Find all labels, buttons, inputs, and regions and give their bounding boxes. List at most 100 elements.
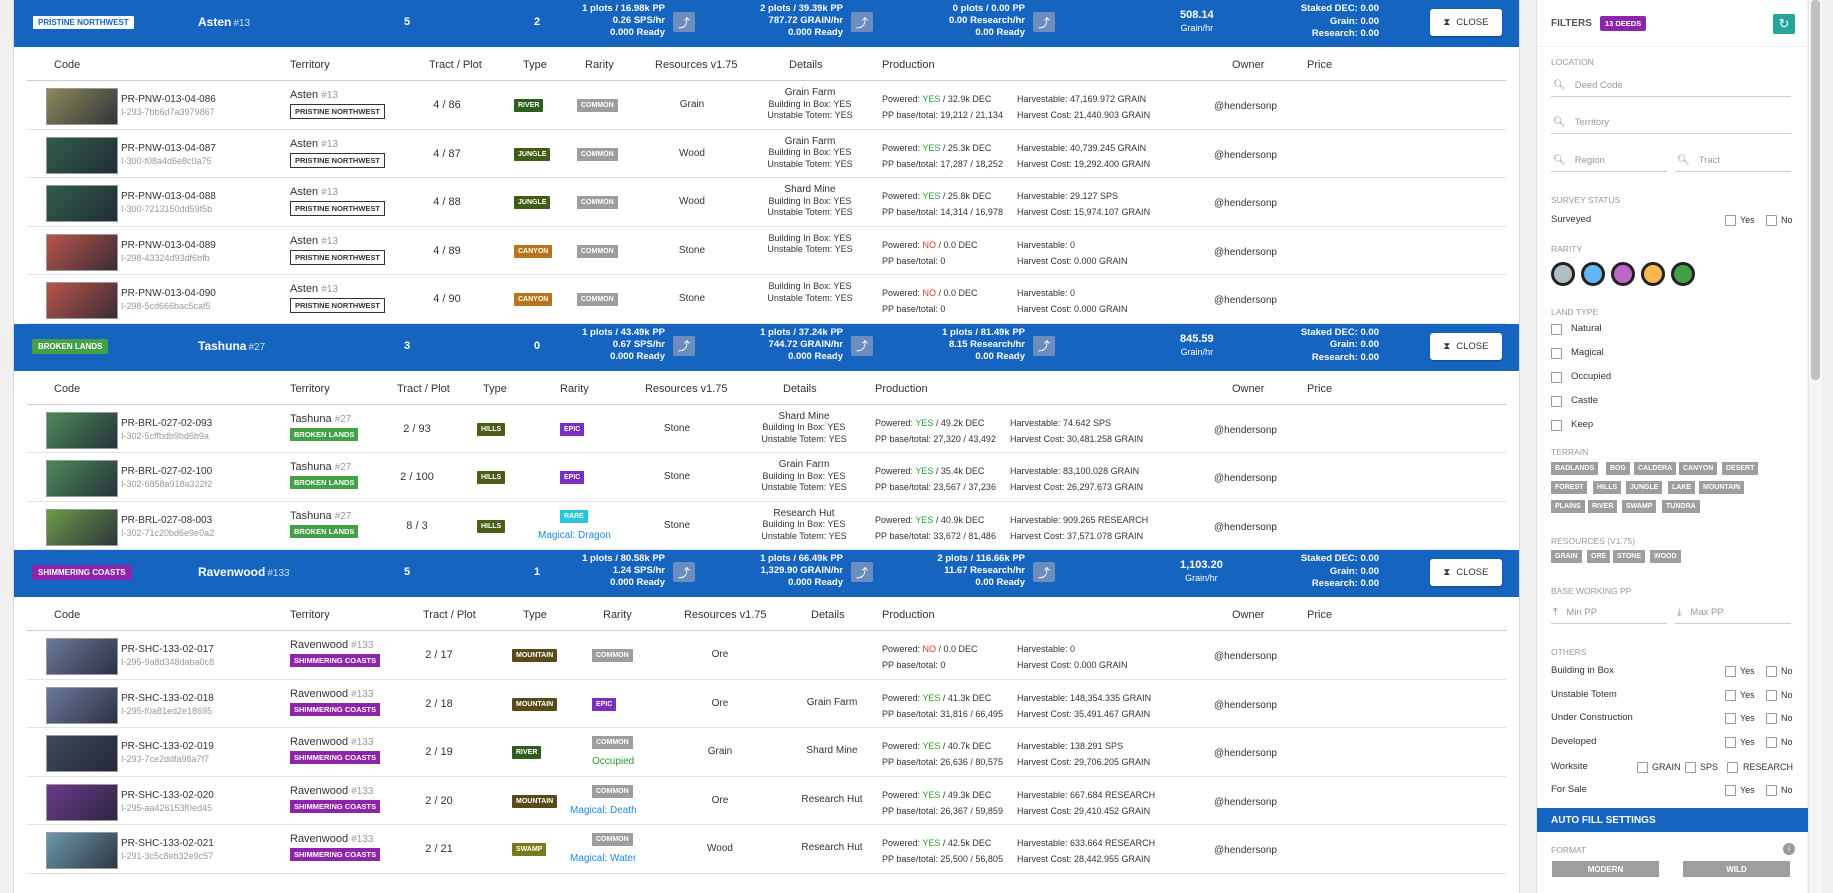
scrollbar-thumb[interactable] [1811, 0, 1820, 380]
table-row[interactable]: PR-PNW-013-04-090 I-298-5cd666bac5caf5 Ast… [27, 275, 1506, 324]
owner[interactable]: @hendersonp [1214, 651, 1277, 662]
terrain-filter-tag[interactable]: RIVER [1588, 500, 1618, 513]
surveyed-no-checkbox[interactable] [1766, 215, 1777, 226]
format-wild-button[interactable]: WILD [1683, 861, 1790, 877]
table-row[interactable]: PR-PNW-013-04-089 I-298-43324d93df6bfb Ast… [27, 227, 1506, 275]
table-row[interactable]: PR-BRL-027-08-003 I-302-71c20bd6e9e0a2 Tas… [27, 502, 1506, 550]
terrain-filter-tag[interactable]: CANYON [1679, 462, 1718, 475]
auto-fill-settings-header[interactable]: AUTO FILL SETTINGS [1537, 808, 1808, 832]
resource-filter-tag[interactable]: GRAIN [1551, 550, 1582, 563]
max-pp-input[interactable]: ⤓ Max PP [1675, 602, 1791, 624]
table-row[interactable]: PR-SHC-133-02-020 I-295-aa426153f0ed45 Rav… [27, 777, 1506, 825]
powered-value: 32.9k DEC [947, 94, 992, 104]
table-row[interactable]: PR-SHC-133-02-018 I-295-f0a81ed2e18695 Rav… [27, 680, 1506, 728]
worksite-checkbox[interactable] [1685, 762, 1696, 773]
territory-text: Asten [290, 234, 319, 247]
deed-code-input[interactable]: 🔍︎ Deed Code [1551, 75, 1791, 97]
other-no-checkbox[interactable] [1766, 736, 1777, 748]
table-row[interactable]: PR-PNW-013-04-088 I-300-7213150dd59f5b Ast… [27, 178, 1506, 227]
surveyed-yes-checkbox[interactable] [1725, 215, 1736, 226]
harvest-arrow-icon[interactable]: ⤴ [1033, 562, 1055, 582]
close-button[interactable]: ⧗ CLOSE [1430, 332, 1502, 360]
harvest-arrow-icon[interactable]: ⤴ [851, 12, 873, 32]
table-row[interactable]: PR-PNW-013-04-086 I-293-7bb6d7a3979867 Ast… [27, 81, 1506, 130]
owner[interactable]: @hendersonp [1214, 198, 1277, 209]
scrollbar[interactable] [1808, 0, 1822, 893]
hourglass-icon: ⧗ [1443, 567, 1451, 578]
table-row[interactable]: PR-SHC-133-02-021 I-291-3c5c8eb32e9c57 Rav… [27, 825, 1506, 874]
harvest-arrow-icon[interactable]: ⤴ [851, 335, 873, 356]
tract-input[interactable]: 🔍︎ Tract [1675, 150, 1791, 172]
terrain-filter-tag[interactable]: DESERT [1722, 462, 1759, 475]
table-row[interactable]: PR-BRL-027-02-093 I-302-5cffbdb9bd6b9a Tas… [27, 405, 1506, 453]
land-type-checkbox[interactable] [1551, 324, 1562, 335]
other-no-checkbox[interactable] [1766, 689, 1777, 701]
owner[interactable]: @hendersonp [1214, 246, 1277, 258]
terrain-filter-tag[interactable]: JUNGLE [1626, 481, 1663, 494]
rarity-filter-dot[interactable] [1551, 262, 1575, 286]
terrain-filter-tag[interactable]: MOUNTAIN [1699, 481, 1745, 494]
terrain-filter-tag[interactable]: LAKE [1668, 481, 1696, 494]
other-no-checkbox[interactable] [1766, 666, 1777, 677]
owner[interactable]: @hendersonp [1214, 101, 1277, 112]
harvest-arrow-icon[interactable]: ⤴ [673, 562, 695, 582]
close-button[interactable]: ⧗ CLOSE [1430, 559, 1502, 586]
land-type-checkbox[interactable] [1551, 420, 1562, 431]
terrain-filter-tag[interactable]: BADLANDS [1551, 462, 1599, 475]
harvest-arrow-icon[interactable]: ⤴ [1033, 335, 1055, 356]
refresh-icon[interactable]: ↻ [1773, 14, 1795, 34]
other-yes-label: Yes [1740, 689, 1755, 700]
for-sale-yes-checkbox[interactable] [1725, 785, 1736, 796]
owner[interactable]: @hendersonp [1214, 521, 1277, 533]
terrain-filter-tag[interactable]: SWAMP [1622, 500, 1657, 513]
terrain-filter-tag[interactable]: HILLS [1593, 481, 1622, 494]
other-yes-checkbox[interactable] [1725, 736, 1736, 748]
rarity-filter-dot[interactable] [1611, 262, 1635, 286]
table-row[interactable]: PR-PNW-013-04-087 I-300-f08a4d6e8c0a75 Ast… [27, 130, 1506, 178]
land-type-checkbox[interactable] [1551, 348, 1562, 359]
harvest-arrow-icon[interactable]: ⤴ [851, 562, 873, 582]
other-yes-checkbox[interactable] [1725, 713, 1736, 724]
table-row[interactable]: PR-SHC-133-02-017 I-295-9a8d348daba0c8 Rav… [27, 631, 1506, 680]
close-button[interactable]: ⧗ CLOSE [1430, 9, 1502, 36]
owner[interactable]: @hendersonp [1214, 748, 1277, 759]
harvest: Harvestable: 148,354.335 GRAIN Harvest Co… [1017, 690, 1151, 722]
owner[interactable]: @hendersonp [1214, 473, 1277, 484]
details-line: Building In Box: YES [768, 232, 852, 243]
terrain-filter-tag[interactable]: TUNDRA [1662, 500, 1700, 513]
worksite-checkbox[interactable] [1637, 762, 1648, 773]
region-input[interactable]: 🔍︎ Region [1551, 150, 1667, 172]
land-type-checkbox[interactable] [1551, 372, 1562, 383]
table-row[interactable]: PR-BRL-027-02-100 I-302-6858a918a322f2 Tas… [27, 453, 1506, 502]
terrain-filter-tag[interactable]: BOG [1606, 462, 1630, 475]
other-no-checkbox[interactable] [1766, 713, 1777, 724]
rarity-filter-dot[interactable] [1671, 262, 1695, 286]
owner[interactable]: @hendersonp [1214, 845, 1277, 856]
table-row[interactable]: PR-SHC-133-02-019 I-293-7ce2ddfa98a7f7 Rav… [27, 728, 1506, 777]
owner[interactable]: @hendersonp [1214, 295, 1277, 306]
other-yes-checkbox[interactable] [1725, 689, 1736, 701]
owner[interactable]: @hendersonp [1214, 699, 1277, 711]
terrain-filter-tag[interactable]: CALDERA [1634, 462, 1677, 475]
owner[interactable]: @hendersonp [1214, 424, 1277, 436]
land-type-checkbox[interactable] [1551, 396, 1562, 407]
resource-filter-tag[interactable]: ORE [1587, 550, 1611, 563]
territory-input[interactable]: 🔍︎ Territory [1551, 112, 1791, 134]
info-icon[interactable]: i [1783, 843, 1795, 855]
for-sale-no-checkbox[interactable] [1766, 785, 1777, 796]
rarity-filter-dot[interactable] [1641, 262, 1665, 286]
resource-filter-tag[interactable]: STONE [1613, 550, 1645, 563]
rarity-filter-dot[interactable] [1581, 262, 1605, 286]
min-pp-input[interactable]: ⤒ Min PP [1551, 602, 1667, 624]
harvest-arrow-icon[interactable]: ⤴ [1033, 12, 1055, 32]
harvest-arrow-icon[interactable]: ⤴ [673, 335, 695, 356]
harvest-arrow-icon[interactable]: ⤴ [673, 12, 695, 32]
worksite-checkbox[interactable] [1727, 762, 1738, 773]
owner[interactable]: @hendersonp [1214, 149, 1277, 161]
resource-filter-tag[interactable]: WOOD [1650, 550, 1681, 563]
format-modern-button[interactable]: MODERN [1552, 861, 1659, 877]
terrain-filter-tag[interactable]: FOREST [1551, 481, 1588, 494]
terrain-filter-tag[interactable]: PLAINS [1551, 500, 1585, 513]
other-yes-checkbox[interactable] [1725, 666, 1736, 677]
owner[interactable]: @hendersonp [1214, 796, 1277, 808]
